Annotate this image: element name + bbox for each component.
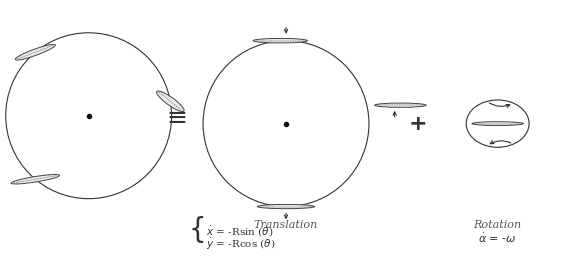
Text: +: +: [408, 114, 427, 134]
Ellipse shape: [472, 122, 523, 125]
Text: $\dot{x}$ = -Rsin ($\theta$): $\dot{x}$ = -Rsin ($\theta$): [206, 225, 273, 239]
Ellipse shape: [157, 91, 184, 112]
Text: {: {: [189, 216, 206, 244]
Ellipse shape: [11, 175, 59, 184]
Text: $\dot{y}$ = -Rcos ($\theta$): $\dot{y}$ = -Rcos ($\theta$): [206, 236, 275, 252]
Text: $\equiv$: $\equiv$: [162, 104, 187, 128]
Ellipse shape: [253, 38, 308, 43]
Ellipse shape: [15, 44, 55, 60]
Text: Translation: Translation: [254, 220, 318, 230]
Text: $\dot{\alpha}$ = -$\omega$: $\dot{\alpha}$ = -$\omega$: [479, 231, 517, 245]
Ellipse shape: [257, 204, 315, 209]
Ellipse shape: [375, 103, 426, 107]
Text: Rotation: Rotation: [474, 220, 522, 230]
